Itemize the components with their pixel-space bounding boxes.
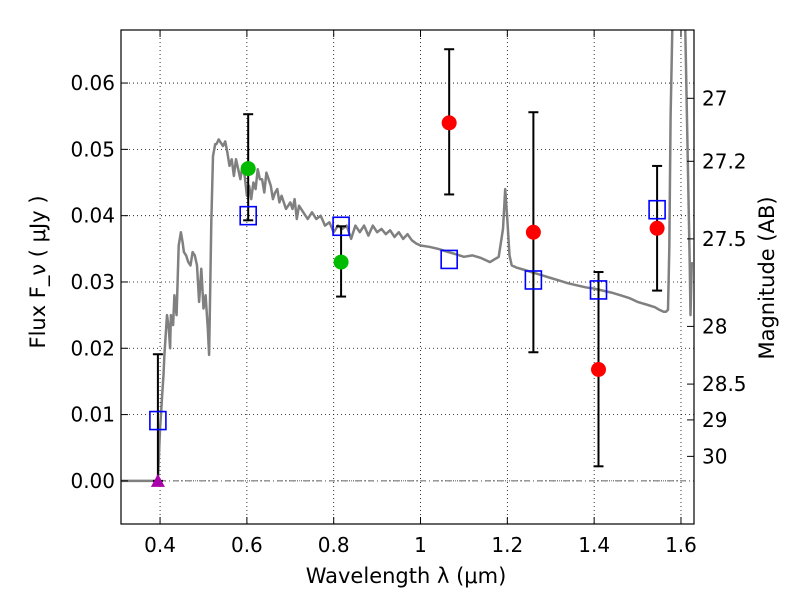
model-photometry-point [589, 280, 608, 300]
data-markers [149, 115, 666, 487]
x-tick-label: 0.6 [231, 533, 263, 557]
detection-point [441, 115, 457, 131]
x-tick-label: 0.8 [318, 533, 350, 557]
upper-limit-point [150, 473, 165, 487]
detection-point [591, 362, 606, 378]
right-tick-label: 30 [702, 444, 727, 468]
y-axis-label-right: Magnitude (AB) [755, 196, 779, 359]
model-photometry-point [332, 216, 350, 237]
y-tick-label: 0.03 [70, 270, 115, 294]
y-tick-label: 0.00 [70, 469, 115, 493]
y-tick-label: 0.05 [70, 137, 115, 161]
model-photometry-point [149, 410, 167, 431]
right-tick-label: 29 [702, 408, 727, 432]
right-tick-label: 28.5 [702, 372, 747, 396]
error-bars [152, 48, 663, 482]
right-tick-label: 28 [702, 314, 727, 338]
model-photometry-point [440, 249, 458, 270]
right-tick-label: 27 [702, 86, 727, 110]
grid [121, 30, 694, 524]
right-tick-label: 27.2 [702, 149, 747, 173]
x-tick-label: 1.4 [578, 533, 610, 557]
x-tick-label: 0.4 [144, 533, 176, 557]
y-tick-label: 0.06 [70, 71, 115, 95]
detection-point [240, 161, 256, 177]
axis-ticks: 0.4 0.6 0.8 1 1.2 1.4 1.6 0.00 0.01 0.02 0.03 0.04 0… [70, 30, 747, 557]
right-tick-label: 27.5 [702, 227, 747, 251]
y-axis-label-left: Flux F_ν ( μJy ) [26, 195, 51, 348]
model-spectrum-line [121, 30, 694, 483]
y-tick-label: 0.04 [70, 204, 115, 228]
y-tick-label: 0.02 [70, 336, 115, 360]
detection-point [525, 224, 541, 240]
x-axis-label: Wavelength λ (μm) [306, 564, 507, 588]
model-photometry-point [239, 205, 257, 226]
model-photometry-point [648, 199, 666, 220]
y-tick-label: 0.01 [70, 403, 115, 427]
x-tick-label: 1.6 [665, 533, 697, 557]
detection-point [649, 220, 665, 236]
x-tick-label: 1.2 [491, 533, 523, 557]
model-photometry-point [524, 270, 543, 290]
x-tick-label: 1 [414, 533, 427, 557]
detection-point [333, 254, 349, 270]
plot-frame [120, 29, 695, 525]
